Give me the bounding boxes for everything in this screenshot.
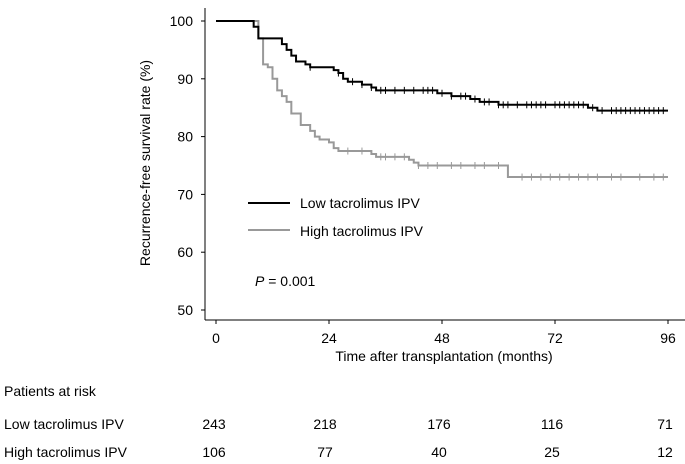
plot-area <box>204 8 685 321</box>
p-symbol: P <box>255 273 265 289</box>
risk-count: 176 <box>427 416 451 432</box>
x-tick-label: 24 <box>321 330 337 346</box>
risk-row-low: Low tacrolimus IPV 243 218 176 116 71 <box>0 416 685 436</box>
risk-count: 77 <box>317 444 333 460</box>
series-layer <box>216 20 668 181</box>
y-tick-label: 100 <box>170 13 194 29</box>
risk-row-label: Low tacrolimus IPV <box>4 416 124 432</box>
x-tick-label: 72 <box>547 330 563 346</box>
p-value: = 0.001 <box>264 273 315 289</box>
x-tick-label: 0 <box>212 330 220 346</box>
risk-row-label: High tacrolimus IPV <box>4 444 127 460</box>
risk-count: 12 <box>657 444 673 460</box>
y-tick-label: 90 <box>177 71 193 87</box>
y-tick-label: 60 <box>177 244 193 260</box>
x-tick-label: 96 <box>660 330 676 346</box>
risk-count: 40 <box>431 444 447 460</box>
y-axis-label: Recurrence-free survival rate (%) <box>137 60 153 266</box>
risk-count: 25 <box>544 444 560 460</box>
risk-count: 243 <box>202 416 226 432</box>
risk-row-high: High tacrolimus IPV 106 77 40 25 12 <box>0 444 685 464</box>
legend-label-high: High tacrolimus IPV <box>300 223 424 239</box>
x-axis-label: Time after transplantation (months) <box>335 348 552 364</box>
risk-count: 218 <box>313 416 337 432</box>
survival-curve <box>216 20 668 179</box>
series-low <box>216 20 668 115</box>
x-ticks: 0 24 48 72 96 <box>212 320 676 346</box>
survival-curve <box>216 20 668 112</box>
x-tick-label: 48 <box>434 330 450 346</box>
p-value-annotation: P = 0.001 <box>255 273 316 289</box>
risk-count: 106 <box>202 444 226 460</box>
y-tick-label: 70 <box>177 186 193 202</box>
y-tick-label: 80 <box>177 129 193 145</box>
risk-count: 71 <box>657 416 673 432</box>
y-tick-label: 50 <box>177 302 193 318</box>
series-high <box>216 20 668 181</box>
risk-table-title: Patients at risk <box>4 383 96 399</box>
legend: Low tacrolimus IPV High tacrolimus IPV <box>248 195 424 239</box>
risk-count: 116 <box>540 416 564 432</box>
legend-label-low: Low tacrolimus IPV <box>300 195 420 211</box>
y-ticks: 50 60 70 80 90 100 <box>170 13 205 318</box>
